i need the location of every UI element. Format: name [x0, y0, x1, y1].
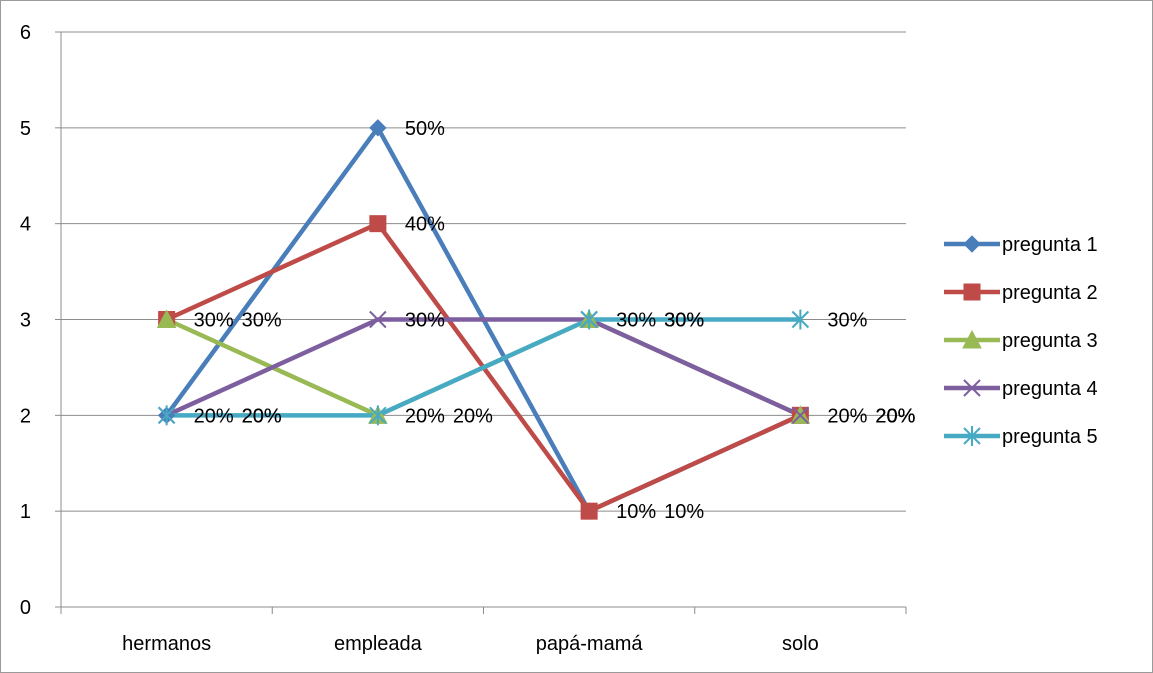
data-label-s5: 30% [827, 310, 867, 332]
series-line-4 [165, 317, 802, 418]
data-label-s2: 30% [194, 310, 234, 332]
legend-marker [962, 329, 982, 349]
legend: pregunta 1 pregunta 2 pregunta 3 pregunta 4… [944, 234, 1098, 448]
data-label-s4: 30% [664, 310, 704, 332]
legend-item-2: pregunta 2 [944, 282, 1098, 304]
data-label-s4: 20% [875, 405, 915, 427]
data-point-s3 [156, 309, 177, 328]
data-label-s3: 20% [405, 405, 445, 427]
data-label-s1: 10% [616, 501, 656, 523]
y-tick-label: 5 [20, 118, 31, 140]
y-tick-label: 3 [20, 310, 31, 332]
legend-item-1: pregunta 1 [944, 234, 1098, 256]
legend-marker [963, 426, 981, 446]
series-markers [156, 119, 811, 520]
legend-label: pregunta 1 [1002, 234, 1098, 256]
x-tick-label: solo [782, 633, 819, 655]
legend-marker-shape [963, 235, 981, 253]
legend-marker-shape [963, 283, 981, 301]
data-point-s5 [580, 309, 598, 330]
data-label-s2: 40% [405, 214, 445, 236]
series-line-5 [166, 317, 801, 418]
data-point-s4 [791, 406, 810, 425]
data-label-s4: 20% [242, 405, 282, 427]
series-lines [164, 125, 802, 514]
legend-label: pregunta 3 [1002, 330, 1098, 352]
data-label-s2: 10% [664, 501, 704, 523]
legend-item-3: pregunta 3 [944, 329, 1098, 352]
data-label-s2: 20% [875, 405, 915, 427]
x-tick-label: hermanos [122, 633, 211, 655]
data-label-s5: 20% [242, 405, 282, 427]
data-point-s5 [791, 309, 810, 330]
legend-marker [963, 283, 981, 301]
data-point-s4-stroke [369, 310, 387, 329]
data-label-s5: 30% [664, 310, 704, 332]
legend-label: pregunta 2 [1002, 282, 1098, 304]
data-point-s2 [369, 215, 387, 233]
legend-item-4: pregunta 4 [944, 378, 1098, 400]
data-point-s1 [369, 119, 387, 137]
data-label-s3: 30% [616, 310, 656, 332]
data-label-s1: 20% [827, 405, 867, 427]
data-labels: 20% 20%20%50%10% 10%20% 20%20%20%30% 30%40%2… [194, 118, 916, 523]
data-point-s2-shape [580, 502, 598, 520]
legend-marker [963, 379, 981, 397]
y-tick-label: 2 [20, 405, 31, 427]
y-tick-label: 0 [20, 597, 31, 619]
legend-item-5: pregunta 5 [944, 426, 1098, 448]
data-point-s2-shape [369, 215, 387, 233]
data-label-s3: 30% [242, 310, 282, 332]
axes: 0 1 2 3 4 5 6 hermanos empleada papá-mamá solo [20, 22, 907, 655]
legend-marker-stroke [963, 379, 981, 397]
gridlines [61, 31, 906, 512]
data-label-s4: 30% [405, 310, 445, 332]
data-label-s3: 20% [875, 405, 915, 427]
y-tick-label: 4 [20, 214, 31, 236]
x-tick-label: empleada [334, 633, 423, 655]
data-label-s1: 20% [194, 405, 234, 427]
data-point-s3-shape [156, 309, 177, 328]
y-tick-label: 6 [20, 22, 31, 44]
data-label-s1: 50% [405, 118, 445, 140]
data-point-s5 [157, 405, 176, 426]
legend-marker-shape [962, 329, 982, 349]
data-point-s4-stroke [791, 406, 810, 425]
data-point-s1-shape [369, 119, 387, 137]
x-tick-label: papá-mamá [536, 633, 644, 655]
y-tick-label: 1 [20, 501, 31, 523]
data-point-s2 [580, 502, 598, 520]
legend-label: pregunta 4 [1002, 378, 1098, 400]
data-point-s5 [369, 405, 387, 426]
data-label-s5: 20% [453, 405, 493, 427]
legend-marker [963, 235, 981, 253]
legend-label: pregunta 5 [1002, 426, 1098, 448]
data-point-s4 [369, 310, 387, 329]
